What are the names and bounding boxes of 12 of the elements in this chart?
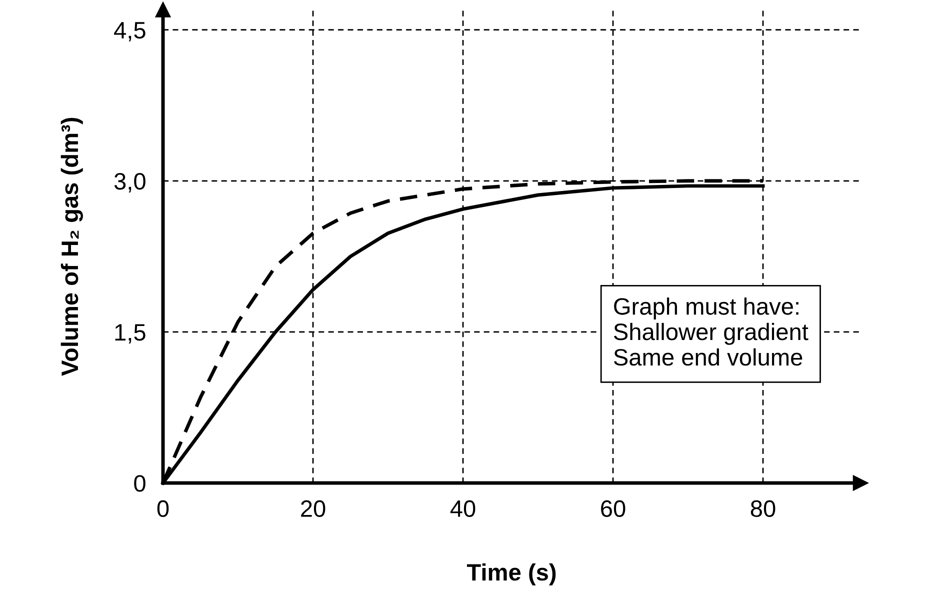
x-axis-title: Time (s) <box>466 563 556 586</box>
y-tick-label: 3,0 <box>114 172 146 192</box>
y-axis-title: Volume of H₂ gas (dm³) <box>60 118 83 376</box>
x-tick-label: 0 <box>157 500 169 518</box>
x-tick-label: 80 <box>750 500 776 518</box>
x-tick-label: 20 <box>301 500 326 518</box>
x-tick-label: 60 <box>601 500 626 518</box>
annotation: Graph must have: Shallower gradient Same end volume <box>614 297 808 366</box>
x-tick-label: 40 <box>450 500 476 518</box>
y-tick-label: 4,5 <box>114 22 146 42</box>
y-tick-label: 1,5 <box>115 324 146 344</box>
y-tick-label: 0 <box>134 475 146 492</box>
